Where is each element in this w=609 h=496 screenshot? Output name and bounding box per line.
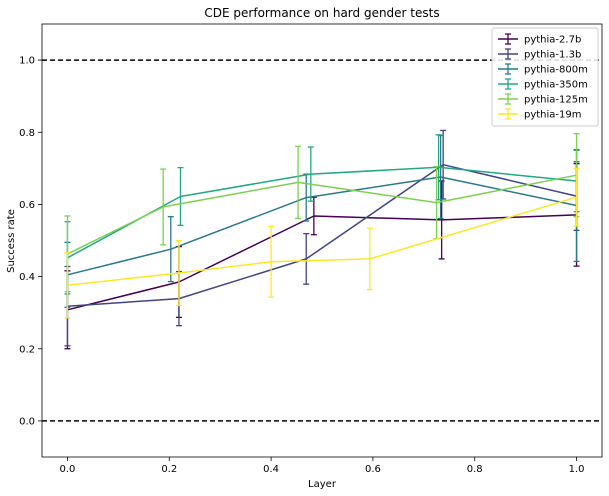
- series-line-pythia-2.7b: [67, 214, 577, 311]
- legend-label-pythia-19m: pythia-19m: [524, 110, 582, 121]
- y-tick-label-5: 1.0: [19, 56, 35, 67]
- chart-title: CDE performance on hard gender tests: [204, 6, 439, 20]
- axes-frame: [41, 23, 603, 458]
- series-line-pythia-19m: [67, 196, 577, 286]
- y-tick-label-1: 0.2: [19, 344, 35, 355]
- legend-label-pythia-800m: pythia-800m: [524, 65, 588, 76]
- legend: pythia-2.7b pythia-1.3b pythia-800m pythia-…: [491, 27, 599, 127]
- legend-label-pythia-125m: pythia-125m: [524, 95, 588, 106]
- x-tick-label-4: 0.8: [467, 464, 483, 475]
- y-axis-label: Success rate: [6, 209, 17, 273]
- x-tick-label-1: 0.2: [161, 464, 177, 475]
- series-line-pythia-800m: [67, 176, 577, 276]
- legend-label-pythia-1.3b: pythia-1.3b: [524, 50, 581, 61]
- plot-area: 0.0 0.2 0.4 0.6 0.8 1.0 0.0 0.2 0.4 0.6 0.8 1.0: [19, 23, 603, 475]
- series-line-pythia-125m: [67, 174, 577, 255]
- series-line-pythia-1.3b: [67, 163, 577, 307]
- y-tick-label-3: 0.6: [19, 200, 35, 211]
- x-tick-label-2: 0.4: [263, 464, 279, 475]
- x-tick-label-5: 1.0: [569, 464, 585, 475]
- y-tick-label-0: 0.0: [19, 416, 35, 427]
- x-tick-label-3: 0.6: [365, 464, 381, 475]
- legend-box: [491, 27, 599, 127]
- legend-label-pythia-350m: pythia-350m: [524, 80, 588, 91]
- y-tick-label-2: 0.4: [19, 272, 35, 283]
- legend-label-pythia-2.7b: pythia-2.7b: [524, 35, 581, 46]
- series-pythia-19m: [64, 167, 580, 319]
- x-tick-label-0: 0.0: [60, 464, 76, 475]
- y-tick-label-4: 0.8: [19, 128, 35, 139]
- x-axis-label: Layer: [308, 479, 337, 490]
